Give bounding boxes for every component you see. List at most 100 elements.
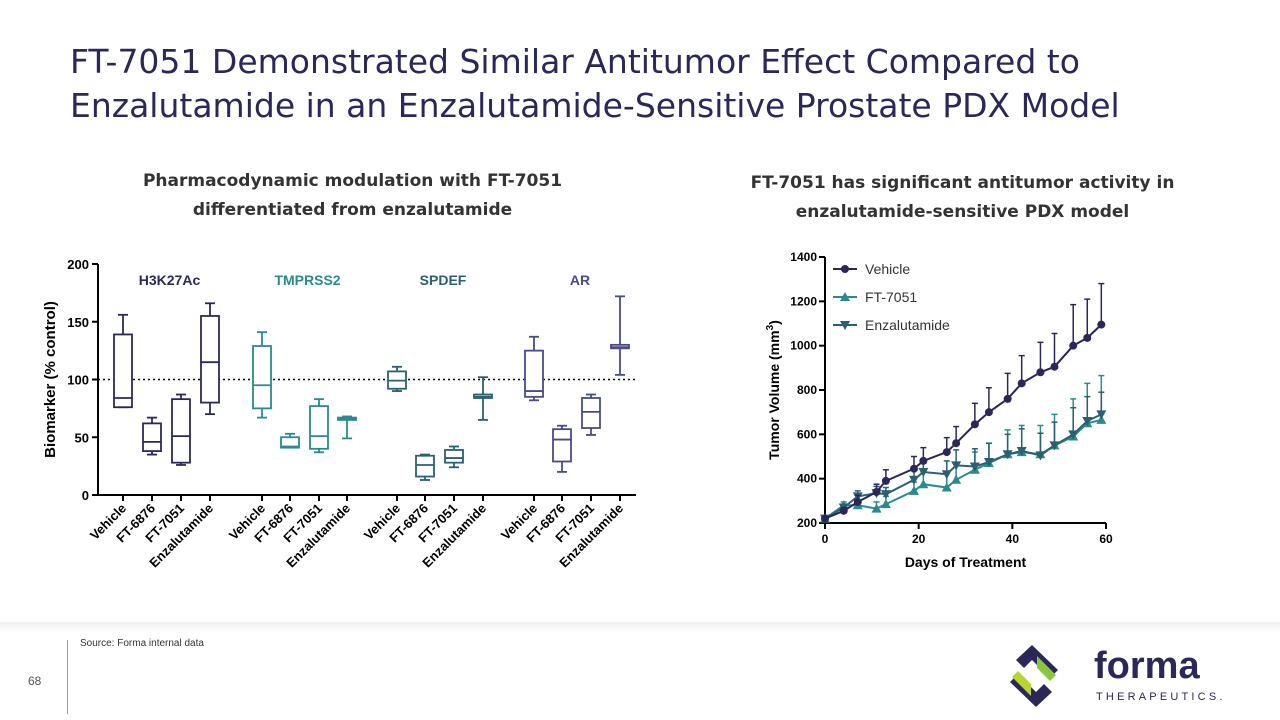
page-number: 68 <box>28 674 42 688</box>
data-point <box>880 490 891 500</box>
data-point <box>951 461 962 471</box>
data-point <box>918 479 929 489</box>
box-h3k27ac-enzalutamide <box>200 302 220 416</box>
box-spdef-vehicle <box>387 365 407 392</box>
data-point <box>872 487 881 496</box>
x-tick-label: 0 <box>822 532 829 546</box>
x-tick-label: 60 <box>1099 532 1113 546</box>
box-iqr <box>415 454 435 478</box>
data-point <box>881 476 890 485</box>
data-point <box>1017 379 1026 388</box>
series-vehicle <box>821 282 1106 523</box>
data-point <box>970 420 979 429</box>
y-axis-title: Biomarker (% control) <box>42 301 59 458</box>
y-tick-label: 0 <box>82 488 89 503</box>
y-tick-label: 400 <box>797 472 817 486</box>
y-tick-label: 200 <box>67 257 89 272</box>
data-point <box>821 514 829 523</box>
logo-tagline: THERAPEUTICS. <box>1096 691 1225 703</box>
x-axis-title: Days of Treatment <box>905 554 1027 570</box>
box-spdef-ft-6876 <box>415 453 435 481</box>
data-point <box>984 408 993 417</box>
series-line <box>824 323 1103 520</box>
data-point <box>952 439 961 448</box>
box-iqr <box>552 428 572 463</box>
data-point <box>1083 333 1092 342</box>
data-point <box>908 485 919 495</box>
legend-item-vehicle: Vehicle <box>833 261 910 277</box>
y-tick-label: 150 <box>67 315 89 330</box>
legend-marker <box>840 292 850 301</box>
footer-divider <box>67 640 68 714</box>
logo-wordmark: forma <box>1094 645 1200 687</box>
data-point <box>942 448 951 457</box>
series-enzalutamide <box>820 391 1107 524</box>
y-tick-label: 800 <box>797 383 817 397</box>
series-ft-7051 <box>820 374 1107 523</box>
tumor-volume-chart: 200 400 600 800 1000 1200 1400 0 20 40 60 Days of T… <box>765 250 1113 570</box>
data-point <box>1016 446 1027 456</box>
linechart-subtitle: FT-7051 has significant antitumor activi… <box>750 173 1175 222</box>
series-line <box>824 413 1102 520</box>
y-tick-label: 600 <box>797 427 817 441</box>
box-iqr <box>171 398 191 464</box>
box-spdef-ft-7051 <box>444 445 464 469</box>
forma-mark-icon <box>1010 645 1058 707</box>
box-h3k27ac-ft-7051 <box>171 393 191 466</box>
data-point <box>1097 320 1106 329</box>
legend-item-enzalutamide: Enzalutamide <box>833 317 950 333</box>
box-iqr <box>444 449 464 464</box>
box-iqr <box>309 405 329 450</box>
group-label: AR <box>570 272 590 288</box>
biomarker-boxplot: 0 50 100 150 200 Biomarker (% control) H3K27Ac… <box>42 257 636 570</box>
data-point <box>880 499 891 509</box>
data-point <box>871 503 882 513</box>
x-tick-label: 40 <box>1006 532 1020 546</box>
box-iqr <box>252 345 272 410</box>
data-point <box>908 475 919 485</box>
y-tick-label: 1400 <box>790 250 817 264</box>
box-tmprss2-vehicle <box>252 331 272 419</box>
box-tmprss2-ft-7051 <box>309 398 329 454</box>
y-axis-title: Tumor Volume (mm3) <box>765 320 782 460</box>
data-point <box>1050 362 1059 371</box>
box-ar-ft-6876 <box>552 424 572 473</box>
box-iqr <box>113 333 133 409</box>
legend-label: Enzalutamide <box>865 317 950 333</box>
legend-item-ft-7051: FT-7051 <box>833 289 917 305</box>
data-point <box>853 497 862 506</box>
box-iqr <box>142 422 162 453</box>
data-point <box>909 464 918 473</box>
data-point <box>983 458 994 468</box>
legend-label: Vehicle <box>865 261 910 277</box>
box-h3k27ac-vehicle <box>113 313 133 409</box>
box-iqr <box>581 397 601 429</box>
data-point <box>1082 417 1093 427</box>
data-point <box>1068 430 1079 440</box>
box-ar-enzalutamide <box>610 295 630 376</box>
data-point <box>969 462 980 472</box>
y-tick-label: 1200 <box>790 294 817 308</box>
data-point <box>1069 341 1078 350</box>
box-tmprss2-enzalutamide <box>337 415 357 440</box>
boxplot-subtitle: Pharmacodynamic modulation with FT-7051 … <box>142 171 563 220</box>
y-tick-label: 200 <box>797 516 817 530</box>
source-note: Source: Forma internal data <box>80 638 204 649</box>
data-point <box>951 474 962 484</box>
box-h3k27ac-ft-6876 <box>142 416 162 456</box>
data-point <box>941 482 952 492</box>
data-point <box>1036 368 1045 377</box>
slide-title: FT-7051 Demonstrated Similar Antitumor E… <box>70 42 1120 125</box>
legend-marker <box>840 321 850 330</box>
box-iqr <box>280 436 300 449</box>
data-point <box>1003 394 1012 403</box>
footer-band <box>0 622 1280 720</box>
legend-marker <box>841 265 849 273</box>
data-point <box>941 470 952 480</box>
data-point <box>1096 414 1107 424</box>
box-ar-vehicle <box>524 335 544 402</box>
legend-label: FT-7051 <box>865 289 917 305</box>
data-point <box>1049 441 1060 451</box>
box-spdef-enzalutamide <box>473 376 493 421</box>
y-tick-label: 50 <box>75 430 89 445</box>
